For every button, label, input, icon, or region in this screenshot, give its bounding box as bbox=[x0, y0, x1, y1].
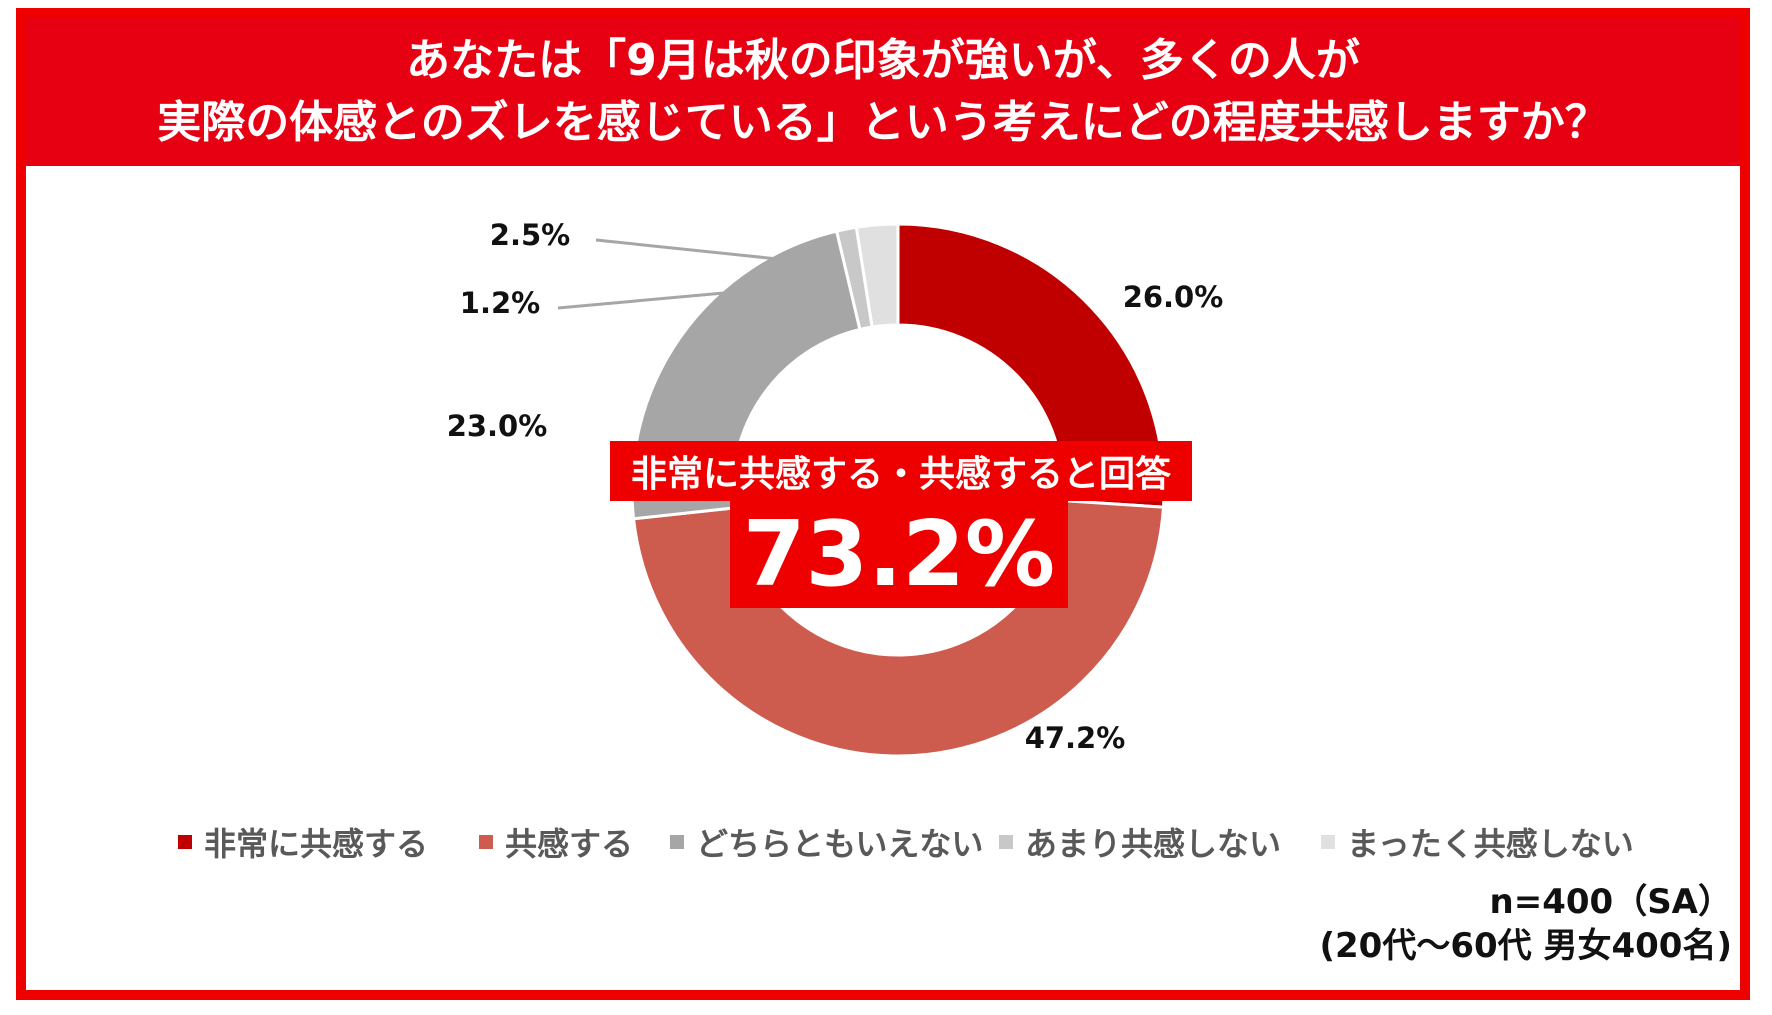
sample-demographic-note: (20代～60代 男女400名) bbox=[1319, 926, 1732, 966]
data-label-5: 2.5% bbox=[490, 218, 570, 252]
title-band: あなたは「9月は秋の印象が強いが、多くの人が 実際の体感とのズレを感じている」と… bbox=[26, 18, 1740, 166]
callout-value: 73.2% bbox=[730, 501, 1068, 608]
chart-frame: あなたは「9月は秋の印象が強いが、多くの人が 実際の体感とのズレを感じている」と… bbox=[16, 8, 1750, 1000]
data-label-4: 1.2% bbox=[460, 286, 540, 320]
legend-swatch-3 bbox=[670, 835, 684, 849]
legend-label-2: 共感する bbox=[505, 825, 633, 863]
donut-slice-5 bbox=[854, 222, 900, 329]
legend-swatch-4 bbox=[999, 835, 1013, 849]
legend-label-1: 非常に共感する bbox=[204, 825, 428, 863]
callout-label: 非常に共感する・共感すると回答 bbox=[610, 441, 1192, 501]
data-label-2: 47.2% bbox=[1025, 721, 1126, 755]
legend-swatch-5 bbox=[1321, 835, 1335, 849]
legend-label-5: まったく共感しない bbox=[1347, 825, 1634, 863]
sample-size-note: n=400（SA） bbox=[1489, 882, 1732, 922]
legend-label-3: どちらともいえない bbox=[696, 825, 983, 863]
leader-line-5 bbox=[595, 238, 779, 261]
data-label-3: 23.0% bbox=[447, 409, 548, 443]
data-label-1: 26.0% bbox=[1123, 280, 1224, 314]
legend-swatch-1 bbox=[178, 835, 192, 849]
chart-title-line2: 実際の体感とのズレを感じている」という考えにどの程度共感しますか？ bbox=[157, 97, 1609, 148]
legend-label-4: あまり共感しない bbox=[1025, 825, 1281, 863]
legend-swatch-2 bbox=[479, 835, 493, 849]
sample-note: n=400（SA） (20代～60代 男女400名) bbox=[1319, 880, 1732, 968]
leader-line-4 bbox=[557, 290, 736, 310]
donut-slice-2 bbox=[631, 499, 1166, 758]
chart-title-line1: あなたは「9月は秋の印象が強いが、多くの人が bbox=[406, 35, 1360, 86]
